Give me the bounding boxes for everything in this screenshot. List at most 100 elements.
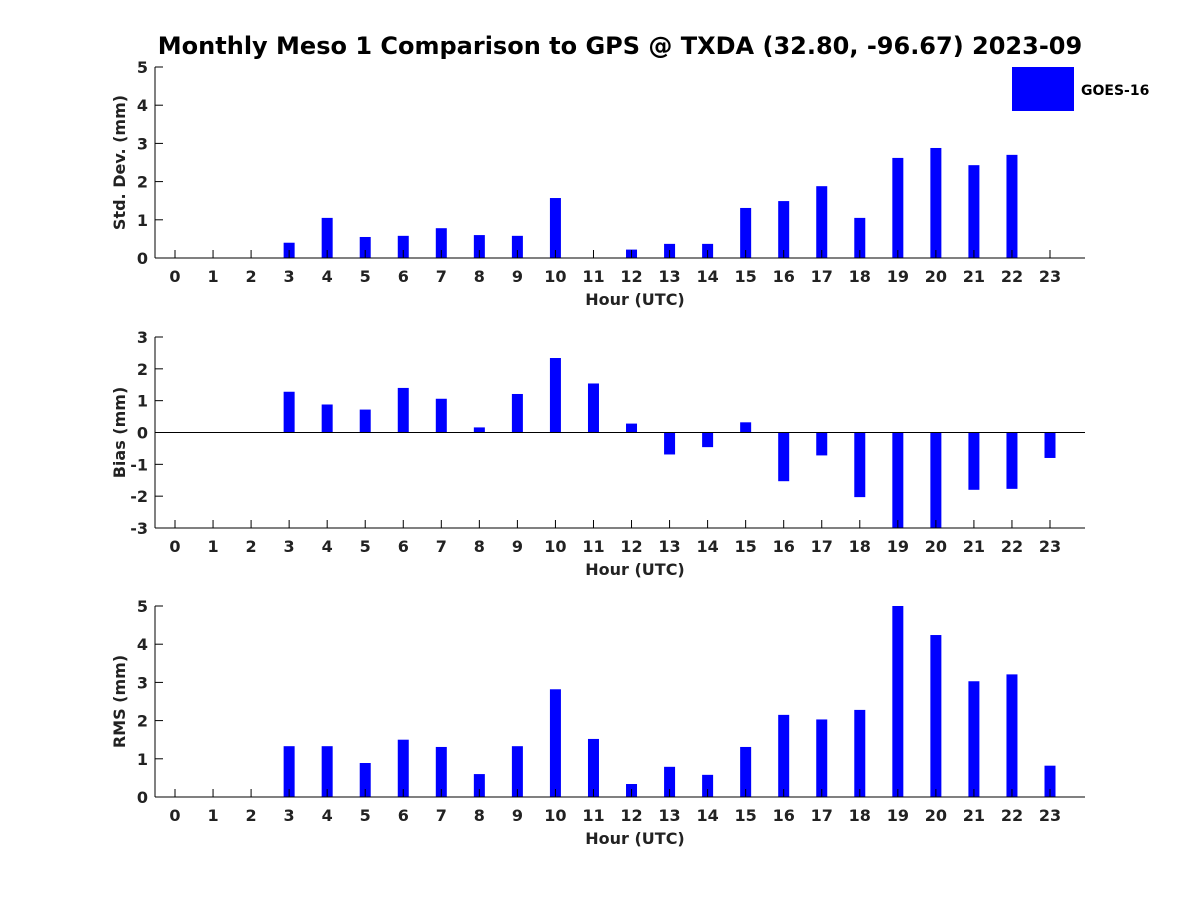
bar-bias-18 — [854, 432, 866, 498]
x-tick-label-rms: 19 — [887, 806, 909, 825]
x-tick-label-rms: 2 — [246, 806, 257, 825]
x-tick-label-rms: 23 — [1039, 806, 1061, 825]
bar-bias-14 — [702, 432, 714, 448]
x-tick-label-rms: 22 — [1001, 806, 1023, 825]
x-tick-label-rms: 11 — [582, 806, 604, 825]
bar-rms-21 — [968, 681, 980, 797]
x-tick-label-bias: 12 — [620, 537, 642, 556]
bar-stddev-16 — [778, 201, 790, 258]
bar-rms-20 — [930, 635, 942, 797]
x-tick-label-rms: 4 — [322, 806, 333, 825]
bar-bias-17 — [816, 432, 828, 456]
y-tick-label-bias: 3 — [137, 328, 148, 347]
x-tick-label-bias: 22 — [1001, 537, 1023, 556]
x-tick-label-stddev: 3 — [284, 267, 295, 286]
x-tick-label-stddev: 9 — [512, 267, 523, 286]
x-tick-label-rms: 17 — [811, 806, 833, 825]
y-tick-label-stddev: 0 — [137, 249, 148, 268]
y-tick-label-rms: 1 — [137, 750, 148, 769]
bar-rms-18 — [854, 709, 866, 797]
x-tick-label-bias: 9 — [512, 537, 523, 556]
x-axis-label-rms: Hour (UTC) — [585, 829, 685, 848]
x-tick-label-bias: 23 — [1039, 537, 1061, 556]
x-tick-label-bias: 19 — [887, 537, 909, 556]
x-tick-label-stddev: 11 — [582, 267, 604, 286]
x-tick-label-rms: 3 — [284, 806, 295, 825]
x-tick-label-stddev: 18 — [849, 267, 871, 286]
figure-title: Monthly Meso 1 Comparison to GPS @ TXDA … — [158, 32, 1082, 60]
bar-bias-23 — [1044, 432, 1056, 458]
bar-stddev-8 — [473, 235, 485, 258]
bar-stddev-10 — [549, 198, 561, 258]
x-tick-label-rms: 21 — [963, 806, 985, 825]
x-tick-label-bias: 16 — [773, 537, 795, 556]
x-tick-label-stddev: 21 — [963, 267, 985, 286]
bar-stddev-17 — [816, 186, 828, 258]
y-tick-label-bias: -1 — [130, 455, 148, 474]
x-tick-label-rms: 9 — [512, 806, 523, 825]
bar-stddev-9 — [511, 235, 523, 258]
x-tick-label-stddev: 20 — [925, 267, 947, 286]
x-tick-label-stddev: 19 — [887, 267, 909, 286]
bar-rms-22 — [1006, 674, 1018, 797]
y-tick-label-rms: 3 — [137, 673, 148, 692]
bar-bias-15 — [740, 422, 752, 433]
y-tick-label-bias: -3 — [130, 519, 148, 538]
bar-rms-23 — [1044, 765, 1056, 797]
x-tick-label-bias: 17 — [811, 537, 833, 556]
bar-rms-4 — [321, 746, 333, 797]
bar-rms-16 — [778, 714, 790, 797]
bar-stddev-5 — [359, 236, 371, 258]
bar-rms-7 — [435, 746, 447, 797]
x-tick-label-bias: 14 — [696, 537, 718, 556]
x-tick-label-stddev: 14 — [696, 267, 718, 286]
bar-bias-8 — [473, 427, 485, 433]
y-tick-label-rms: 5 — [137, 597, 148, 616]
bar-bias-13 — [664, 432, 676, 455]
y-tick-label-rms: 2 — [137, 712, 148, 731]
y-tick-label-bias: 0 — [137, 424, 148, 443]
y-tick-label-stddev: 2 — [137, 173, 148, 192]
bar-bias-20 — [930, 432, 942, 528]
y-tick-label-bias: 2 — [137, 360, 148, 379]
x-tick-label-stddev: 16 — [773, 267, 795, 286]
x-tick-label-stddev: 12 — [620, 267, 642, 286]
bar-stddev-22 — [1006, 154, 1018, 258]
x-tick-label-rms: 13 — [658, 806, 680, 825]
bar-bias-10 — [549, 358, 561, 433]
bar-bias-3 — [283, 391, 295, 433]
bar-rms-9 — [511, 746, 523, 797]
bar-rms-5 — [359, 763, 371, 797]
x-tick-label-rms: 16 — [773, 806, 795, 825]
y-tick-label-bias: -2 — [130, 487, 148, 506]
bar-stddev-7 — [435, 228, 447, 258]
x-tick-label-stddev: 0 — [169, 267, 180, 286]
bar-rms-15 — [740, 746, 752, 797]
x-tick-label-stddev: 2 — [246, 267, 257, 286]
x-tick-label-bias: 21 — [963, 537, 985, 556]
bar-rms-19 — [892, 606, 904, 797]
x-tick-label-stddev: 7 — [436, 267, 447, 286]
bar-bias-6 — [397, 387, 409, 433]
x-tick-label-bias: 11 — [582, 537, 604, 556]
y-axis-label-bias: Bias (mm) — [110, 387, 129, 479]
x-tick-label-bias: 3 — [284, 537, 295, 556]
legend-label: GOES-16 — [1081, 83, 1149, 99]
x-tick-label-bias: 18 — [849, 537, 871, 556]
x-axis-label-bias: Hour (UTC) — [585, 560, 685, 579]
bar-rms-10 — [549, 689, 561, 797]
x-tick-label-bias: 10 — [544, 537, 566, 556]
x-tick-label-stddev: 13 — [658, 267, 680, 286]
bar-bias-4 — [321, 404, 333, 433]
x-tick-label-rms: 0 — [169, 806, 180, 825]
bar-bias-7 — [435, 398, 447, 433]
x-axis-label-stddev: Hour (UTC) — [585, 290, 685, 309]
bar-bias-11 — [587, 383, 599, 433]
x-tick-label-stddev: 15 — [735, 267, 757, 286]
x-tick-label-rms: 15 — [735, 806, 757, 825]
x-tick-label-bias: 20 — [925, 537, 947, 556]
